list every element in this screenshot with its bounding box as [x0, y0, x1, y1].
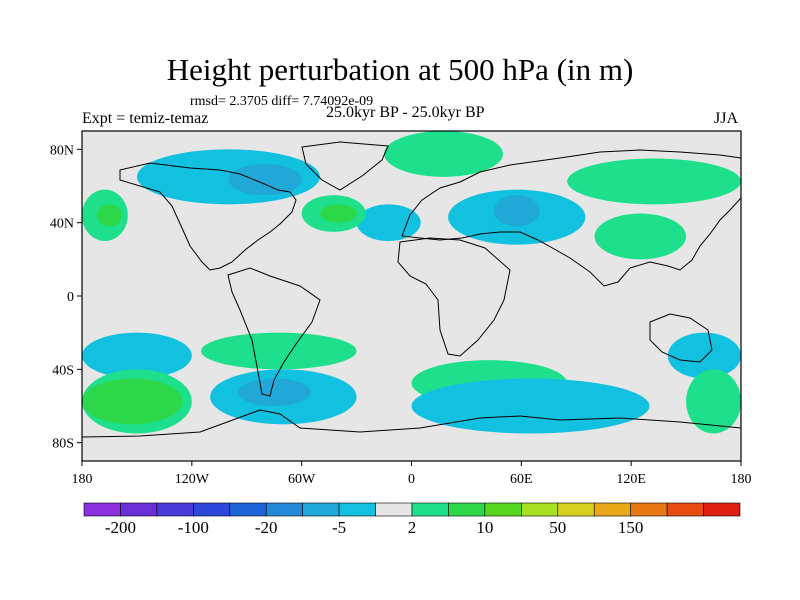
- colorbar-swatch: [265, 502, 303, 517]
- colorbar-swatch: [229, 502, 267, 517]
- coast-europe-asia: [401, 149, 741, 287]
- coast-north-america: [119, 162, 297, 271]
- colorbar-swatch: [83, 502, 121, 517]
- chart-title: Height perturbation at 500 hPa (in m): [166, 52, 634, 87]
- region-13: [82, 332, 192, 379]
- season-label: JJA: [714, 110, 739, 127]
- x-tick-label: 120W: [175, 472, 210, 487]
- colorbar-swatch: [521, 502, 559, 517]
- coastlines: [82, 141, 741, 438]
- colorbar-swatch: [156, 502, 194, 517]
- y-axis: 80N 40N 0 40S 80S: [50, 143, 82, 452]
- colorbar-label: -20: [255, 518, 278, 537]
- colorbar-swatch: [193, 502, 231, 517]
- x-tick-label: 180: [731, 472, 752, 487]
- x-tick-label: 0: [408, 472, 415, 487]
- region-16: [237, 378, 311, 406]
- x-tick-label: 120E: [616, 472, 646, 487]
- colorbar-label: 50: [549, 518, 566, 537]
- region-14: [200, 332, 357, 370]
- x-axis: 180 120W 60W 0 60E 120E 180: [72, 461, 752, 487]
- stats-text: rmsd= 2.3705 diff= 7.74092e-09: [190, 94, 374, 109]
- contour-fields: [82, 131, 741, 461]
- coast-australia: [649, 313, 713, 363]
- y-tick-label: 80S: [52, 437, 74, 452]
- y-tick-label: 0: [67, 290, 74, 305]
- colorbar-label: 2: [408, 518, 417, 537]
- colorbar-swatch: [484, 502, 522, 517]
- coast-africa: [397, 237, 511, 357]
- colorbar-swatch: [375, 502, 413, 517]
- region-20: [411, 378, 650, 434]
- period-label: 25.0kyr BP - 25.0kyr BP: [326, 104, 485, 121]
- colorbar-label: -100: [178, 518, 209, 537]
- region-5: [493, 195, 540, 227]
- x-tick-label: 60W: [288, 472, 316, 487]
- region-10: [384, 131, 504, 177]
- y-tick-label: 80N: [50, 143, 74, 158]
- experiment-label: Expt = temiz-temaz: [82, 110, 209, 127]
- colorbar-swatch: [338, 502, 376, 517]
- colorbar-label: -5: [332, 518, 346, 537]
- colorbar-swatch: [120, 502, 158, 517]
- colorbar-swatch: [666, 502, 704, 517]
- coast-antarctica: [82, 409, 741, 438]
- colorbar-label: 150: [618, 518, 644, 537]
- colorbar-swatch: [448, 502, 486, 517]
- colorbar-label: 10: [476, 518, 493, 537]
- colorbar-swatch: [302, 502, 340, 517]
- region-11: [567, 158, 741, 205]
- colorbar-swatch: [630, 502, 668, 517]
- region-22: [686, 369, 741, 434]
- colorbar-swatch: [703, 502, 741, 517]
- x-tick-label: 180: [72, 472, 93, 487]
- region-21: [667, 332, 741, 379]
- colorbar-label: -200: [105, 518, 136, 537]
- region-2: [228, 164, 302, 196]
- region-12: [594, 213, 687, 260]
- region-7: [96, 204, 123, 227]
- y-tick-label: 40S: [52, 363, 74, 378]
- colorbar-swatch: [411, 502, 449, 517]
- x-tick-label: 60E: [510, 472, 533, 487]
- coast-south-america: [227, 267, 321, 397]
- coast-greenland: [301, 141, 389, 191]
- colorbar-swatch: [557, 502, 595, 517]
- colorbar-swatch: [593, 502, 631, 517]
- colorbar: -200 -100 -20 -5 2 10 50 150: [83, 502, 741, 537]
- region-18: [82, 378, 183, 425]
- region-3: [356, 204, 421, 242]
- region-9: [319, 204, 357, 223]
- y-tick-label: 40N: [50, 217, 74, 232]
